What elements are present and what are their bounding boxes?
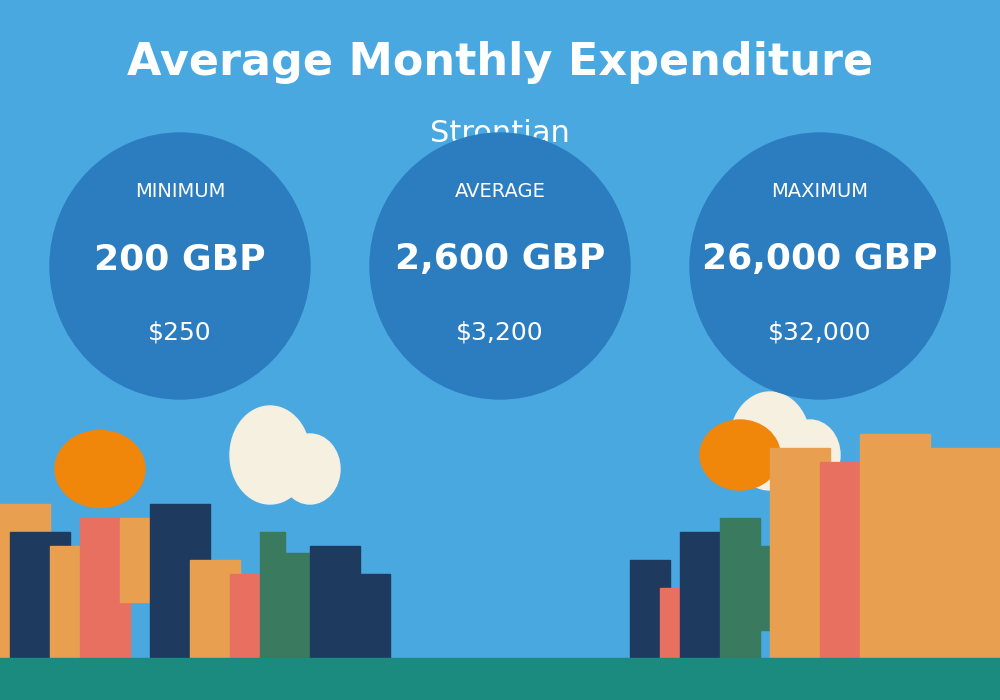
Ellipse shape: [690, 133, 950, 399]
Bar: [310, 546, 360, 658]
Bar: [0, 504, 50, 658]
Bar: [740, 546, 770, 630]
Text: 🇬🇧: 🇬🇧: [470, 186, 530, 234]
Text: $3,200: $3,200: [456, 321, 544, 344]
Ellipse shape: [50, 133, 310, 399]
Text: 200 GBP: 200 GBP: [94, 242, 266, 276]
Bar: [630, 560, 670, 658]
Bar: [10, 532, 70, 658]
Text: MAXIMUM: MAXIMUM: [772, 182, 868, 201]
Ellipse shape: [730, 392, 810, 490]
Bar: [660, 588, 690, 658]
Ellipse shape: [230, 406, 310, 504]
Bar: [860, 434, 930, 658]
Text: MINIMUM: MINIMUM: [135, 182, 225, 201]
Text: $250: $250: [148, 321, 212, 344]
Ellipse shape: [280, 434, 340, 504]
Text: 2,600 GBP: 2,600 GBP: [395, 242, 605, 276]
Text: Average Monthly Expenditure: Average Monthly Expenditure: [127, 41, 873, 85]
Bar: [350, 574, 390, 658]
Ellipse shape: [55, 430, 145, 508]
Ellipse shape: [700, 420, 780, 490]
Bar: [920, 448, 1000, 658]
Bar: [720, 518, 760, 658]
Ellipse shape: [780, 420, 840, 490]
Bar: [820, 462, 870, 658]
Text: 26,000 GBP: 26,000 GBP: [702, 242, 938, 276]
Bar: [190, 560, 240, 658]
Bar: [150, 504, 210, 658]
Bar: [230, 574, 270, 658]
Bar: [80, 518, 130, 658]
Bar: [770, 448, 830, 658]
Bar: [260, 532, 285, 658]
Bar: [50, 546, 90, 658]
Text: $32,000: $32,000: [768, 321, 872, 344]
Bar: [680, 532, 730, 658]
Text: AVERAGE: AVERAGE: [455, 182, 545, 201]
Bar: [285, 553, 310, 658]
Text: Strontian: Strontian: [430, 118, 570, 148]
Bar: [120, 518, 160, 602]
Ellipse shape: [370, 133, 630, 399]
Bar: [0, 658, 1000, 700]
